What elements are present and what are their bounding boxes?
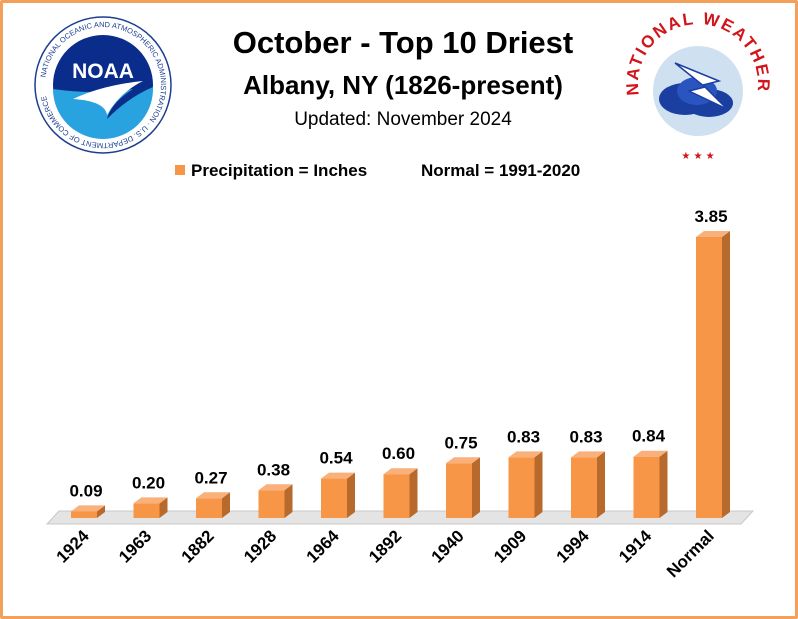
category-label: 1892	[365, 526, 405, 566]
bar-top	[508, 451, 543, 458]
svg-text:★ ★ ★: ★ ★ ★	[681, 151, 714, 161]
bar-side	[222, 492, 230, 518]
bar-front	[508, 457, 535, 518]
legend-swatch	[175, 165, 185, 175]
bar-front	[196, 498, 222, 518]
bar-front	[321, 478, 347, 518]
chart-title: October - Top 10 Driest	[232, 25, 574, 60]
bar	[383, 468, 418, 518]
category-label: 1909	[490, 526, 530, 566]
bar-side	[472, 457, 480, 518]
bar	[696, 231, 730, 518]
bar	[508, 451, 543, 518]
category-label: 1963	[115, 526, 155, 566]
category-label: 1940	[428, 526, 468, 566]
data-label: 0.54	[319, 449, 353, 468]
bar	[321, 472, 355, 518]
bar	[71, 505, 105, 518]
noaa-wordmark: NOAA	[72, 60, 134, 83]
bar-front	[383, 474, 410, 518]
data-label: 0.83	[507, 427, 540, 446]
data-label: 3.85	[694, 207, 727, 226]
bar-side	[284, 484, 293, 518]
data-label: 0.75	[444, 433, 477, 452]
bar-top	[446, 457, 480, 464]
category-label: 1882	[178, 526, 218, 566]
data-label: 0.84	[632, 427, 666, 446]
bar-side	[97, 505, 105, 518]
bar-top	[383, 468, 418, 475]
legend-series-label: Precipitation = Inches	[191, 161, 368, 180]
category-label: 1924	[53, 526, 94, 567]
bar-top	[71, 505, 105, 512]
data-label: 0.83	[569, 427, 602, 446]
bar-front	[446, 463, 472, 518]
bar-top	[571, 451, 605, 458]
nws-logo: NATIONAL WEATHER SERVICE ★ ★ ★	[623, 11, 771, 161]
bar	[196, 492, 230, 518]
bar-side	[534, 451, 543, 518]
bar-front	[71, 511, 97, 518]
bar-front	[571, 457, 597, 518]
bar-top	[258, 484, 293, 491]
data-label: 0.60	[382, 444, 415, 463]
bar-side	[347, 472, 355, 518]
bar	[446, 457, 480, 518]
bar-side	[159, 497, 168, 518]
bar-series	[71, 231, 730, 518]
bar-top	[696, 231, 730, 237]
bar-front	[258, 490, 285, 518]
updated-date: Updated: November 2024	[294, 109, 512, 130]
bar-top	[196, 492, 230, 499]
bar-top	[633, 450, 668, 457]
bar-top	[133, 497, 168, 504]
data-label: 0.09	[69, 481, 102, 500]
bar	[258, 484, 293, 518]
bar	[133, 497, 168, 518]
bar-chart: 0.09 1924 0.20 1963 0.27 1882 0.38 1928 0.54 1964…	[45, 207, 755, 581]
bar-top	[321, 472, 355, 479]
category-label: 1994	[553, 526, 594, 567]
bar	[571, 451, 605, 518]
category-label: 1914	[615, 526, 656, 567]
noaa-logo: NATIONAL OCEANIC AND ATMOSPHERIC ADMINIS…	[34, 16, 172, 154]
bar-side	[409, 468, 418, 518]
bar-front	[696, 237, 722, 518]
data-label: 0.27	[194, 468, 227, 487]
category-label: 1964	[303, 526, 344, 567]
bar-side	[659, 450, 668, 518]
category-label: Normal	[663, 526, 718, 581]
bar	[633, 450, 668, 518]
category-label: 1928	[240, 526, 280, 566]
bar-front	[133, 503, 160, 518]
bar-front	[633, 456, 660, 518]
data-label: 0.38	[257, 460, 290, 479]
data-label: 0.20	[132, 473, 165, 492]
chart-subtitle: Albany, NY (1826-present)	[243, 70, 563, 100]
bar-side	[722, 231, 730, 518]
legend-normal-note: Normal = 1991-2020	[421, 161, 581, 180]
bar-side	[597, 451, 605, 518]
